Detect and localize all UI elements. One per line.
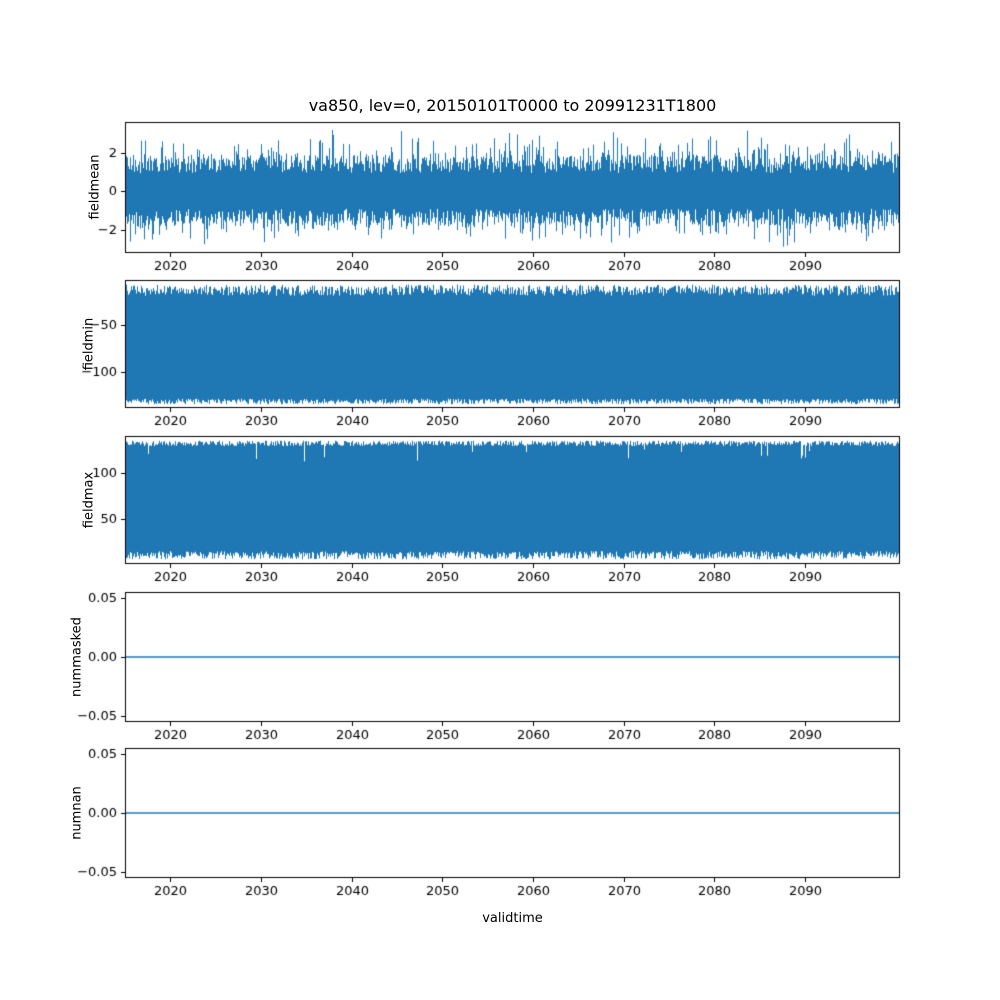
ylabel-nummasked: nummasked bbox=[69, 617, 85, 697]
ylabel-numnan: numnan bbox=[69, 786, 85, 840]
chart-title: va850, lev=0, 20150101T0000 to 20991231T… bbox=[308, 96, 717, 115]
ylabel-fieldmax: fieldmax bbox=[81, 471, 97, 529]
xlabel-validtime: validtime bbox=[482, 911, 543, 926]
ylabel-fieldmin: fieldmin bbox=[81, 317, 97, 371]
ylabel-fieldmean: fieldmean bbox=[87, 154, 103, 220]
